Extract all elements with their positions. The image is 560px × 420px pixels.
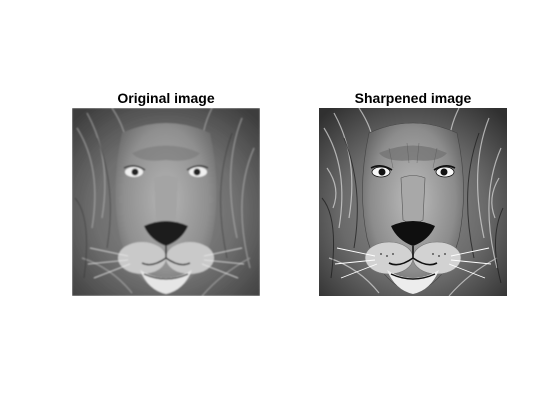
sharpened-image-title: Sharpened image (354, 90, 472, 106)
original-image-title: Original image (117, 90, 215, 106)
original-image (72, 108, 260, 296)
sharpened-image (319, 108, 507, 296)
